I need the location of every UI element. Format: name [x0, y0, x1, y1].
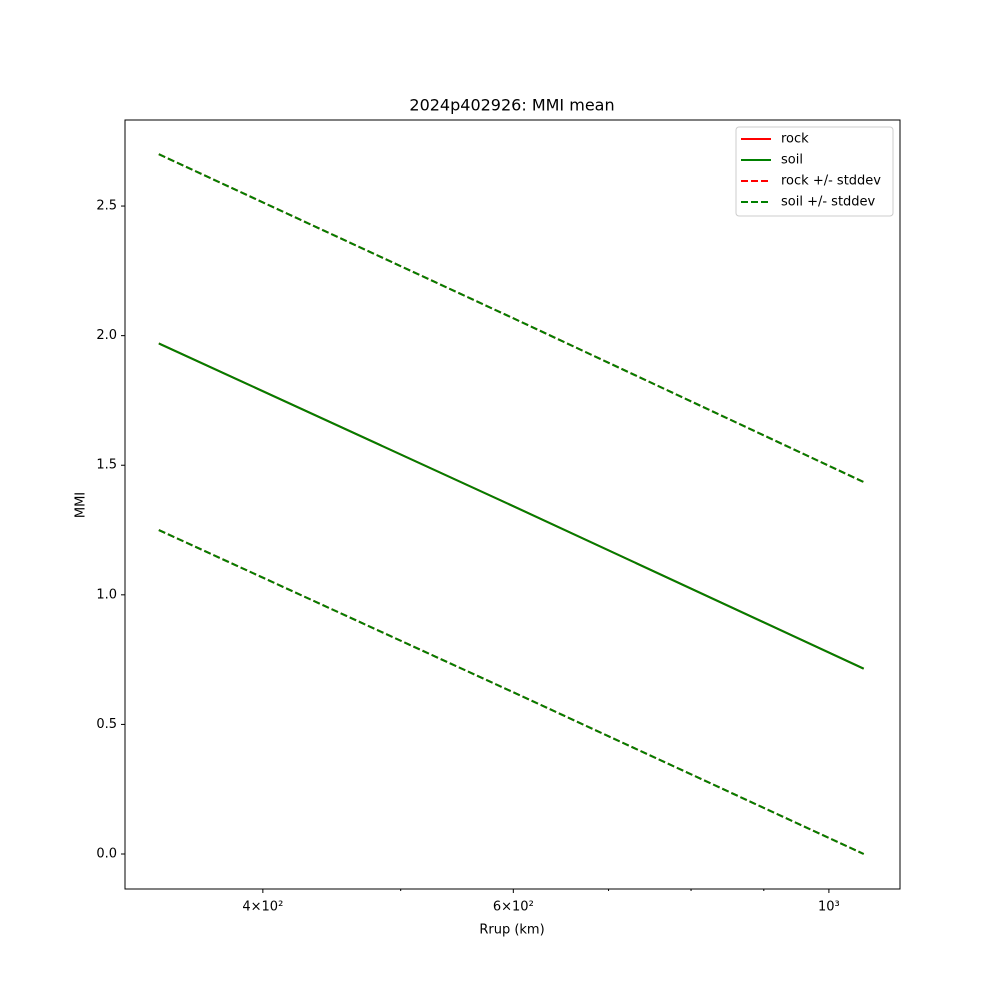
- legend-label: soil: [781, 153, 803, 168]
- y-tick-label: 0.0: [96, 847, 117, 862]
- y-tick-label: 2.0: [96, 328, 117, 343]
- y-axis-label: MMI: [74, 492, 89, 518]
- series-line: [158, 342, 865, 670]
- x-tick-label: 4×10²: [242, 900, 283, 915]
- y-tick-label: 1.5: [96, 458, 117, 473]
- x-tick-label: 10³: [818, 900, 840, 915]
- y-tick-label: 0.5: [96, 717, 117, 732]
- legend-label: soil +/- stddev: [781, 195, 876, 210]
- legend-box: [735, 126, 894, 217]
- axes-frame: [124, 119, 901, 890]
- legend-label: rock +/- stddev: [781, 174, 881, 189]
- x-axis-label: Rrup (km): [479, 923, 544, 938]
- chart-title: 2024p402926: MMI mean: [409, 96, 614, 115]
- y-tick-label: 2.5: [96, 199, 117, 214]
- series-line: [158, 153, 865, 483]
- legend-label: rock: [781, 132, 809, 147]
- x-tick-label: 6×10²: [493, 900, 534, 915]
- y-tick-label: 1.0: [96, 587, 117, 602]
